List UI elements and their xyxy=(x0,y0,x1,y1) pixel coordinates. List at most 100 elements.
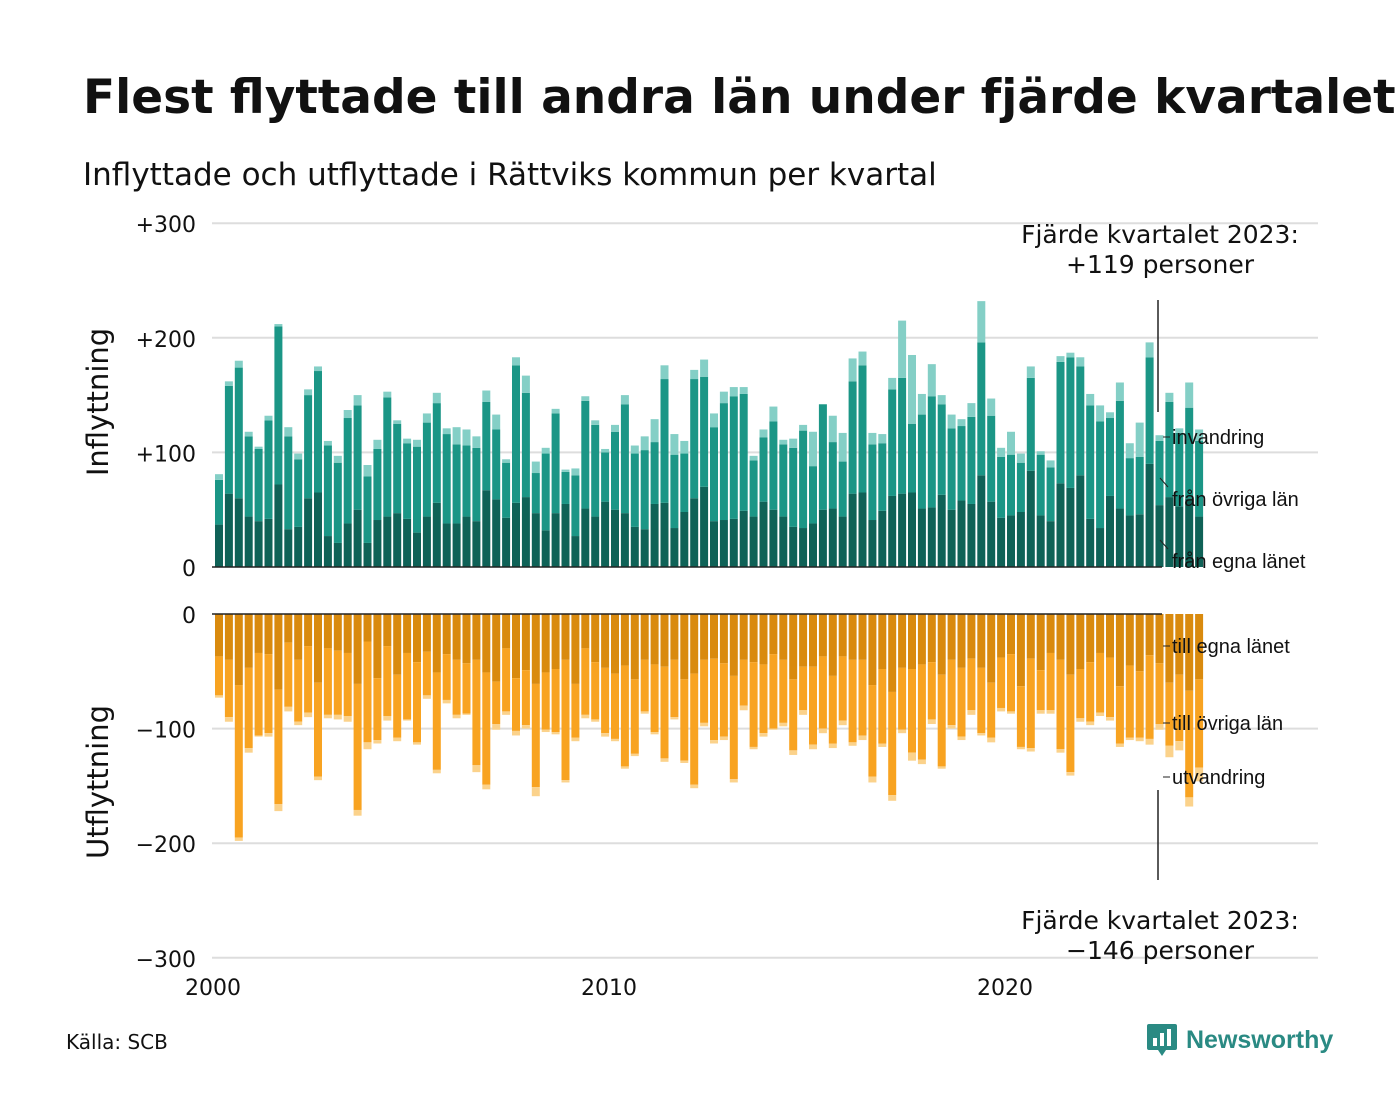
inflow-bar-segment xyxy=(1145,357,1154,464)
outflow-bar-segment xyxy=(898,729,907,734)
outflow-bar-segment xyxy=(858,614,867,660)
inflow-bar-segment xyxy=(858,365,867,493)
inflow-bar-segment xyxy=(927,507,936,567)
inflow-bar-segment xyxy=(343,409,352,419)
outflow-bar-segment xyxy=(818,614,827,657)
outflow-bar-segment xyxy=(1096,712,1105,716)
inflow-bar-segment xyxy=(1185,382,1194,408)
inflow-bar-segment xyxy=(630,526,639,567)
chart-subtitle: Inflyttade och utflyttade i Rättviks kom… xyxy=(83,157,937,193)
inflow-bar-segment xyxy=(323,440,332,446)
outflow-bar-segment xyxy=(323,614,332,649)
outflow-bar-segment xyxy=(561,780,570,783)
outflow-bar-segment xyxy=(1076,614,1085,670)
inflow-bar-segment xyxy=(1076,366,1085,476)
inflow-bar-segment xyxy=(769,406,778,422)
annotation-top-line2: +119 personer xyxy=(1066,250,1255,279)
outflow-bar-segment xyxy=(967,614,976,659)
outflow-bar-segment xyxy=(264,654,273,734)
inflow-bar-segment xyxy=(333,542,342,567)
annotation-top-line1: Fjärde kvartalet 2023: xyxy=(1021,220,1299,249)
outflow-bar-segment xyxy=(739,705,748,711)
inflow-bar-segment xyxy=(650,442,659,504)
inflow-bar-segment xyxy=(472,436,481,448)
outflow-bar-segment xyxy=(1185,690,1194,798)
inflow-bar-segment xyxy=(868,444,877,521)
inflow-bar-segment xyxy=(888,377,897,390)
outflow-bar-segment xyxy=(353,809,362,816)
outflow-bar-segment xyxy=(442,699,451,704)
inflow-bar-segment xyxy=(274,326,283,485)
outflow-bar-segment xyxy=(769,614,778,655)
series-label: utvandring xyxy=(1172,767,1265,789)
outflow-bar-segment xyxy=(1185,797,1194,807)
outflow-bar-segment xyxy=(1175,614,1184,675)
outflow-bar-segment xyxy=(799,666,808,711)
inflow-bar-segment xyxy=(997,517,1006,567)
inflow-bar-segment xyxy=(749,455,758,461)
outflow-bar-segment xyxy=(1165,682,1174,746)
inflow-bar-segment xyxy=(1036,454,1045,516)
inflow-bar-segment xyxy=(620,404,629,514)
outflow-bar-segment xyxy=(492,724,501,730)
inflow-bar-segment xyxy=(1195,429,1204,441)
outflow-bar-segment xyxy=(1175,741,1184,751)
outflow-bar-segment xyxy=(304,646,313,713)
outflow-bar-segment xyxy=(977,667,986,734)
inflow-bar-segment xyxy=(551,408,560,414)
inflow-bar-segment xyxy=(521,497,530,567)
inflow-bar-segment xyxy=(244,516,253,567)
inflow-bar-segment xyxy=(1016,462,1025,512)
labels: Fjärde kvartalet 2023:+119 personerFjärd… xyxy=(1021,220,1306,965)
inflow-bar-segment xyxy=(967,403,976,417)
inflow-bar-segment xyxy=(1115,400,1124,509)
inflow-bar-segment xyxy=(690,369,699,380)
outflow-bar-segment xyxy=(987,614,996,683)
outflow-bar-segment xyxy=(700,614,709,660)
outflow-bar-segment xyxy=(224,614,233,660)
inflow-bar-segment xyxy=(462,445,471,517)
inflow-bar-segment xyxy=(848,358,857,382)
inflow-bar-segment xyxy=(363,476,372,543)
inflow-bar-segment xyxy=(987,398,996,416)
inflow-bar-segment xyxy=(611,424,619,432)
outflow-bar-segment xyxy=(611,673,619,739)
inflow-bar-segment xyxy=(1046,460,1055,468)
annotation-bottom-line1: Fjärde kvartalet 2023: xyxy=(1021,906,1299,935)
outflow-bar-segment xyxy=(304,614,313,647)
outflow-bar-segment xyxy=(284,706,293,712)
newsworthy-logo[interactable]: Newsworthy xyxy=(1146,1022,1333,1058)
outflow-bar-segment xyxy=(383,715,392,721)
inflow-bar-segment xyxy=(650,419,659,443)
outflow-bar-segment xyxy=(917,614,926,665)
inflow-bar-segment xyxy=(1046,521,1055,567)
outflow-bar-segment xyxy=(838,656,847,721)
inflow-bar-segment xyxy=(987,415,996,502)
outflow-bar-segment xyxy=(1046,652,1055,711)
inflow-bar-segment xyxy=(551,513,560,567)
inflow-bar-segment xyxy=(1056,356,1065,362)
inflow-bar-segment xyxy=(1165,401,1174,498)
outflow-bar-segment xyxy=(1007,711,1015,714)
inflow-bar-segment xyxy=(284,427,293,437)
inflow-bar-segment xyxy=(1175,506,1184,567)
series-label: till egna länet xyxy=(1172,636,1290,658)
outflow-bar-segment xyxy=(462,614,471,664)
outflow-bar-segment xyxy=(908,752,916,761)
inflow-bar-segment xyxy=(215,474,223,480)
inflow-bar-segment xyxy=(779,439,788,445)
inflow-bar-segment xyxy=(1016,511,1025,567)
inflow-bar-segment xyxy=(1066,352,1075,358)
outflow-bar-segment xyxy=(1135,614,1144,672)
outflow-bar-segment xyxy=(531,787,540,797)
outflow-bar-segment xyxy=(284,642,293,707)
outflow-bar-segment xyxy=(660,666,669,759)
outflow-bar-segment xyxy=(1195,679,1204,768)
inflow-bar-segment xyxy=(314,492,322,567)
inflow-bar-segment xyxy=(898,320,907,378)
outflow-bar-segment xyxy=(680,614,689,680)
outflow-bar-segment xyxy=(294,721,303,726)
inflow-bar-segment xyxy=(818,404,827,510)
outflow-bar-segment xyxy=(809,744,817,750)
outflow-bar-segment xyxy=(581,614,590,649)
